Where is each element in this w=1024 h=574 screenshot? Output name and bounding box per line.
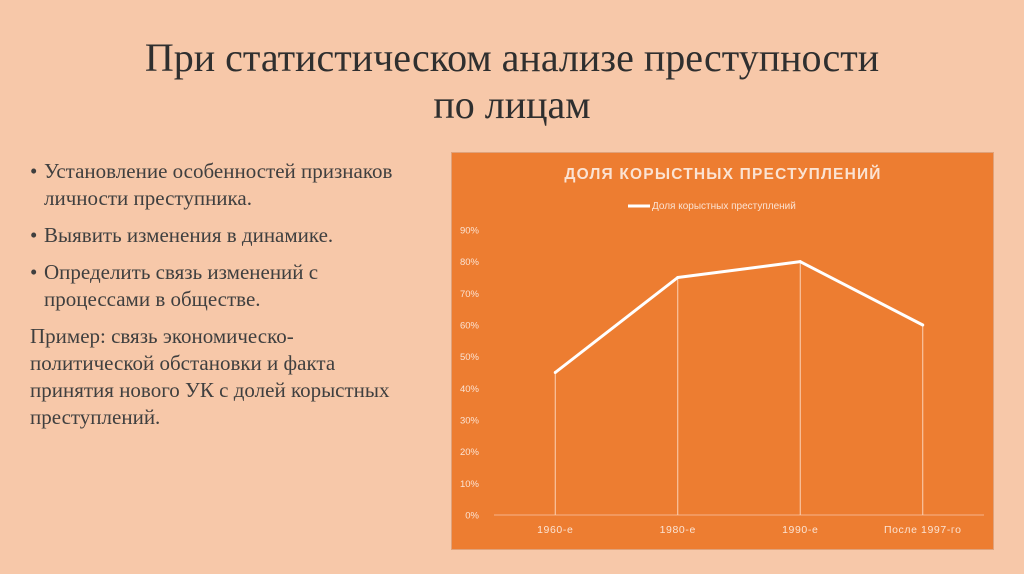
bullet-item: • Выявить изменения в динамике. [30, 222, 410, 249]
data-point [553, 371, 557, 374]
bullet-item: • Установление особенностей признаков ли… [30, 158, 410, 212]
example-paragraph: Пример: связь экономическо-политической … [30, 324, 390, 429]
bullet-marker: • [30, 260, 38, 284]
bullet-marker: • [30, 223, 38, 247]
series-group [553, 260, 925, 374]
y-tick-label: 10% [460, 479, 480, 490]
bullet-text: Установление особенностей признаков личн… [44, 159, 393, 210]
y-tick-label: 40% [460, 384, 480, 395]
legend-label: Доля корыстных преступлений [652, 201, 796, 212]
bullet-item: • Определить связь изменений с процессам… [30, 259, 410, 313]
y-tick-label: 90% [460, 226, 480, 237]
line-chart: ДОЛЯ КОРЫСТНЫХ ПРЕСТУПЛЕНИЙ Доля корыстн… [460, 165, 984, 536]
x-tick-label: 1960-е [537, 524, 573, 536]
chart-container: ДОЛЯ КОРЫСТНЫХ ПРЕСТУПЛЕНИЙ Доля корыстн… [451, 152, 994, 550]
y-tick-label: 0% [465, 511, 479, 522]
y-tick-label: 50% [460, 352, 480, 363]
chart-legend: Доля корыстных преступлений [628, 201, 796, 212]
x-tick-label: 1980-е [660, 524, 696, 536]
y-tick-label: 60% [460, 321, 480, 332]
x-tick-label: 1990-е [782, 524, 818, 536]
data-point [921, 323, 925, 327]
x-tick-label: После 1997-го [884, 524, 962, 536]
y-tick-label: 20% [460, 447, 480, 458]
bullet-marker: • [30, 159, 38, 183]
slide-title-line-2: по лицам [433, 82, 591, 127]
slide-title: При статистическом анализе преступности … [60, 34, 964, 128]
bullet-list: • Установление особенностей признаков ли… [30, 158, 410, 431]
drop-lines [554, 261, 924, 515]
data-point [676, 276, 680, 279]
chart-title: ДОЛЯ КОРЫСТНЫХ ПРЕСТУПЛЕНИЙ [564, 165, 881, 183]
y-tick-label: 80% [460, 257, 480, 268]
series-line [554, 260, 924, 374]
slide-title-line-1: При статистическом анализе преступности [144, 35, 880, 80]
bullet-text: Выявить изменения в динамике. [44, 223, 334, 247]
x-axis: 1960-е 1980-е 1990-е После 1997-го [494, 514, 984, 536]
y-axis: 0% 10% 20% 30% 40% 50% 60% 70% 80% 90% [460, 226, 480, 522]
data-point [798, 260, 802, 264]
bullet-text: Определить связь изменений с процессами … [44, 260, 319, 311]
y-tick-label: 30% [460, 416, 480, 427]
y-tick-label: 70% [460, 289, 480, 300]
